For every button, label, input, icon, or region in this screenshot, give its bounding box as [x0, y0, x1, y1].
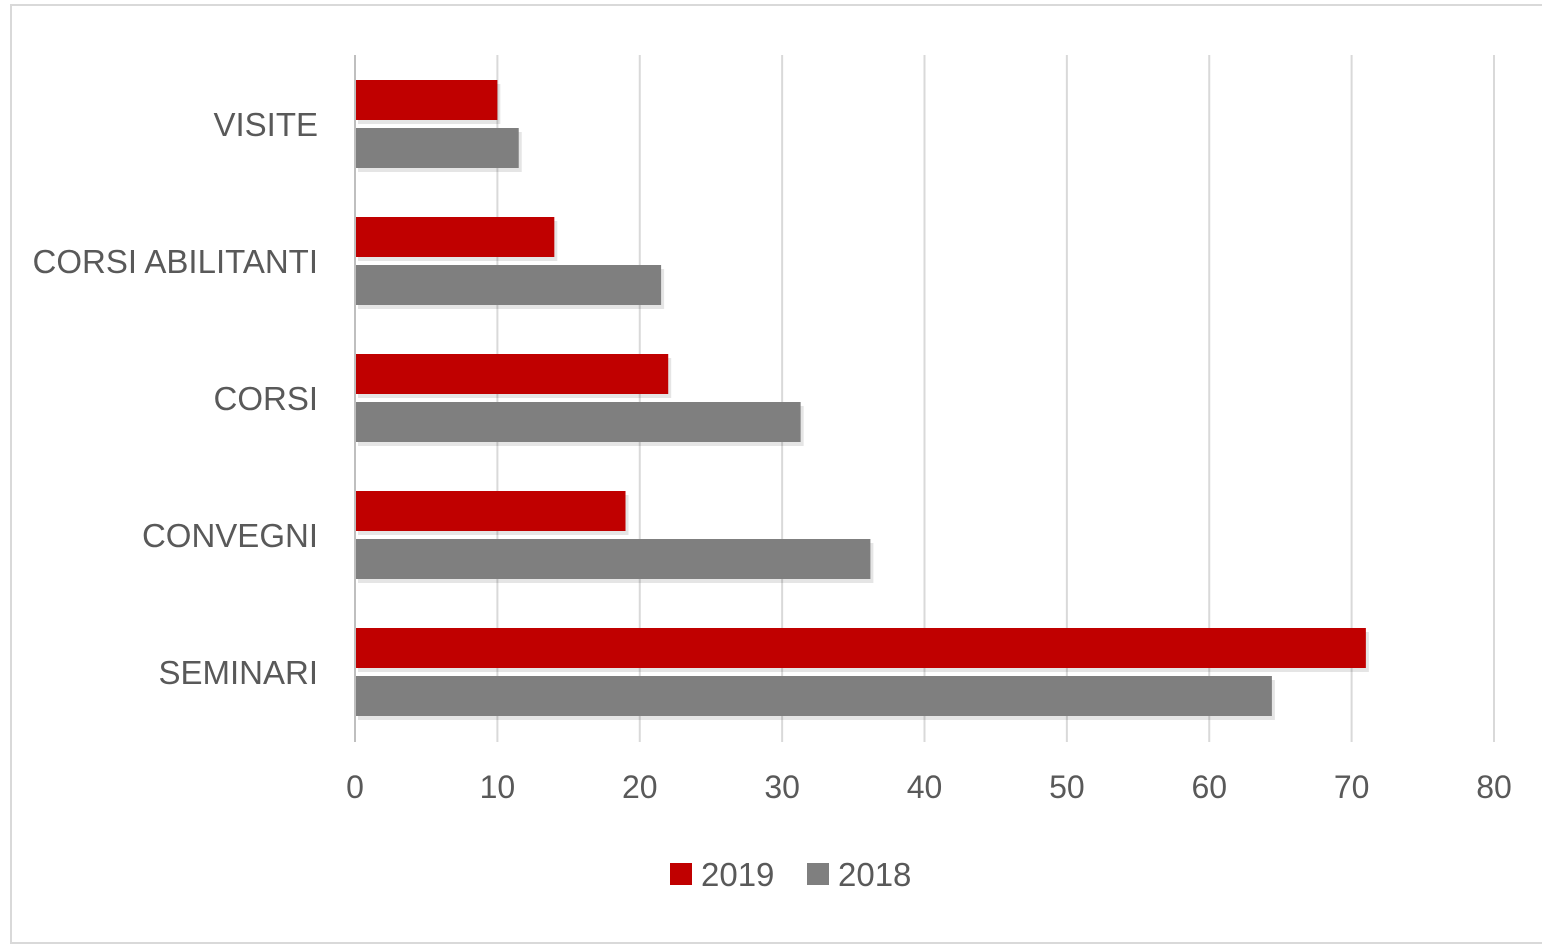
category-label: SEMINARI — [158, 654, 318, 691]
bar-2019-corsi-abilitanti — [355, 217, 555, 257]
x-tick-label: 10 — [480, 769, 516, 805]
bar-2018-seminari — [355, 676, 1272, 716]
legend-label-2018: 2018 — [838, 856, 911, 893]
x-tick-label: 80 — [1476, 769, 1512, 805]
bar-2019-seminari — [355, 628, 1366, 668]
legend-swatch-2019 — [670, 863, 692, 885]
legend-label-2019: 2019 — [701, 856, 774, 893]
category-labels: VISITE CORSI ABILITANTI CORSI CONVEGNI SEMIN… — [33, 106, 318, 691]
bar-2018-convegni — [355, 539, 871, 579]
bar-2019-corsi — [355, 354, 669, 394]
bar-2018-visite — [355, 128, 519, 168]
bar-2018-corsi-abilitanti — [355, 265, 662, 305]
x-tick-label: 20 — [622, 769, 658, 805]
category-label: VISITE — [213, 106, 318, 143]
bars — [355, 80, 1369, 720]
x-tick-label: 0 — [346, 769, 364, 805]
category-label: CORSI ABILITANTI — [33, 243, 318, 280]
x-tick-label: 30 — [764, 769, 800, 805]
legend-swatch-2018 — [807, 863, 829, 885]
category-label: CONVEGNI — [142, 517, 318, 554]
bar-2019-convegni — [355, 491, 626, 531]
x-tick-label: 50 — [1049, 769, 1085, 805]
x-tick-label: 70 — [1334, 769, 1370, 805]
category-label: CORSI — [213, 380, 318, 417]
legend: 2019 2018 — [670, 856, 911, 893]
x-tick-label: 40 — [907, 769, 943, 805]
x-tick-label: 60 — [1191, 769, 1227, 805]
chart-frame — [10, 4, 1542, 944]
gridlines — [496, 55, 1495, 742]
bar-2018-corsi — [355, 402, 801, 442]
bar-2019-visite — [355, 80, 498, 120]
x-tick-labels: 0 10 20 30 40 50 60 70 80 — [346, 769, 1512, 805]
